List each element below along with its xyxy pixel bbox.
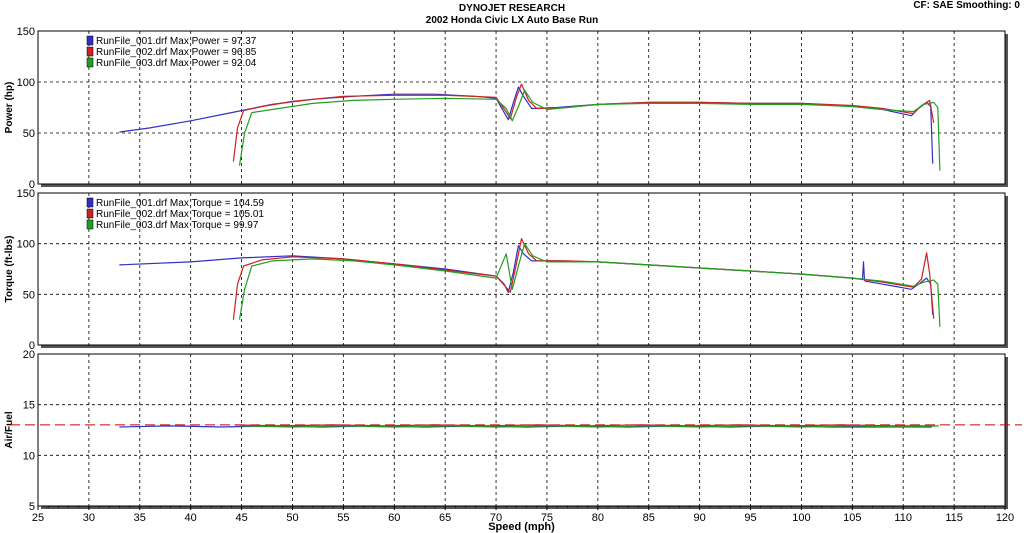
x-tick-label: 100 bbox=[792, 512, 810, 524]
y-tick-label: 100 bbox=[17, 77, 35, 89]
legend-entry: RunFile_003.drf Max Torque = 99.97 bbox=[96, 220, 259, 231]
y-tick-label: 5 bbox=[29, 501, 35, 513]
x-axis-label: Speed (mph) bbox=[488, 521, 555, 533]
legend-entry: RunFile_002.drf Max Power = 96.85 bbox=[96, 47, 257, 58]
x-tick-label: 25 bbox=[32, 512, 44, 524]
series-line-runfile-003-drf bbox=[238, 243, 941, 327]
x-tick-label: 75 bbox=[541, 512, 553, 524]
legend-entry: RunFile_001.drf Max Torque = 104.59 bbox=[96, 198, 264, 209]
x-tick-label: 60 bbox=[388, 512, 400, 524]
y-axis-label: Power (hp) bbox=[4, 82, 15, 134]
series-line-runfile-002-drf bbox=[232, 238, 935, 320]
x-tick-label: 110 bbox=[894, 512, 912, 524]
chart-subtitle: 2002 Honda Civic LX Auto Base Run bbox=[425, 15, 599, 26]
x-tick-label: 55 bbox=[337, 512, 349, 524]
panel-frame bbox=[37, 30, 1006, 185]
x-tick-label: 115 bbox=[945, 512, 963, 524]
legend-swatch bbox=[86, 57, 94, 68]
panel-frame bbox=[37, 192, 1006, 346]
legend-entry: RunFile_003.drf Max Power = 92.04 bbox=[96, 58, 257, 69]
legend-swatch bbox=[86, 35, 94, 46]
x-tick-label: 45 bbox=[235, 512, 247, 524]
x-tick-label: 40 bbox=[185, 512, 197, 524]
y-tick-label: 0 bbox=[29, 179, 35, 191]
x-tick-label: 30 bbox=[83, 512, 95, 524]
y-tick-label: 10 bbox=[23, 450, 35, 462]
y-axis-label: Torque (ft-lbs) bbox=[4, 235, 15, 302]
x-tick-label: 80 bbox=[592, 512, 604, 524]
series-line-runfile-003-drf bbox=[240, 425, 939, 428]
legend-entry: RunFile_002.drf Max Torque = 105.01 bbox=[96, 209, 264, 220]
chart-title: DYNOJET RESEARCH bbox=[458, 3, 566, 14]
legend-entry: RunFile_001.drf Max Power = 97.37 bbox=[96, 36, 257, 47]
y-tick-label: 50 bbox=[23, 128, 35, 140]
y-tick-label: 20 bbox=[23, 349, 35, 361]
x-tick-label: 120 bbox=[996, 512, 1014, 524]
x-tick-label: 35 bbox=[134, 512, 146, 524]
panel-frame bbox=[37, 353, 1006, 507]
y-tick-label: 0 bbox=[29, 340, 35, 352]
y-axis-label: Air/Fuel bbox=[4, 411, 15, 448]
y-tick-label: 150 bbox=[17, 26, 35, 38]
x-tick-label: 65 bbox=[439, 512, 451, 524]
legend-swatch bbox=[86, 46, 94, 57]
legend-swatch bbox=[86, 197, 94, 208]
series-line-runfile-003-drf bbox=[238, 89, 941, 171]
x-tick-label: 85 bbox=[643, 512, 655, 524]
x-tick-label: 50 bbox=[286, 512, 298, 524]
y-tick-label: 100 bbox=[17, 239, 35, 251]
legend-swatch bbox=[86, 219, 94, 230]
x-tick-label: 105 bbox=[843, 512, 861, 524]
y-tick-label: 150 bbox=[17, 188, 35, 200]
y-tick-label: 15 bbox=[23, 400, 35, 412]
cf-smoothing-label: CF: SAE Smoothing: 0 bbox=[913, 0, 1020, 11]
x-tick-label: 90 bbox=[694, 512, 706, 524]
x-tick-label: 70 bbox=[490, 512, 502, 524]
series-line-runfile-002-drf bbox=[232, 83, 935, 162]
y-tick-label: 50 bbox=[23, 289, 35, 301]
x-tick-label: 95 bbox=[744, 512, 756, 524]
series-line-runfile-002-drf bbox=[234, 424, 934, 427]
legend-swatch bbox=[86, 208, 94, 219]
